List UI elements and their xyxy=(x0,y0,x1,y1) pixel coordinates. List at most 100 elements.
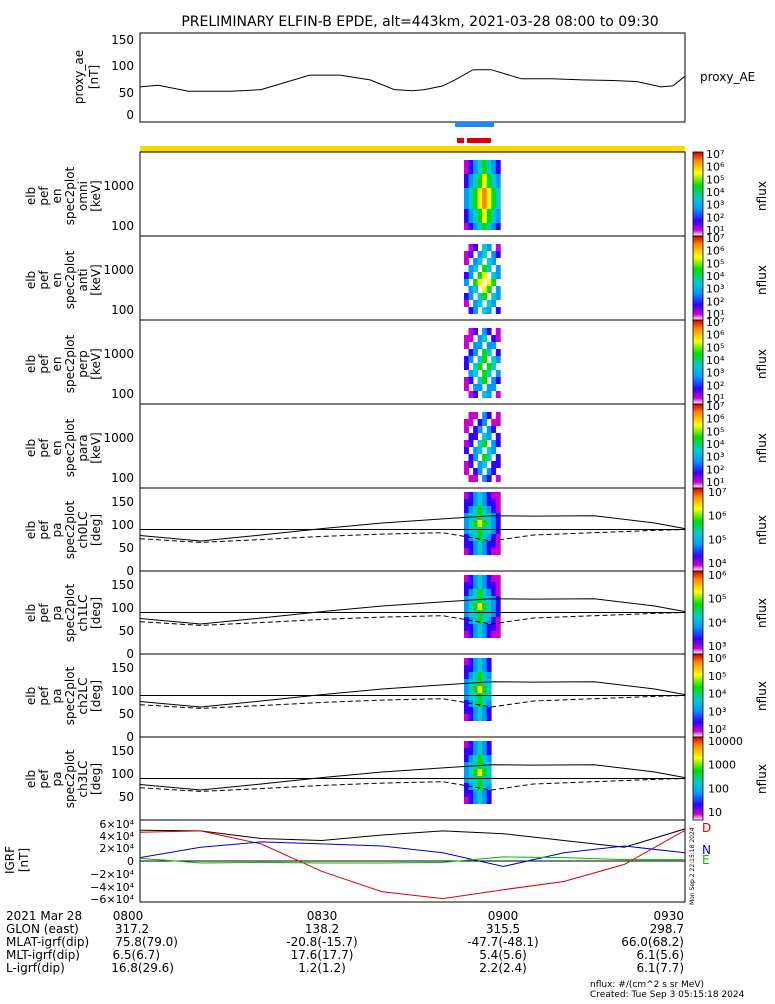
spectra-panel-para: elb pef en spec2plot para [keV] 100010010⁷10⁶1… xyxy=(24,400,769,489)
pa-cell xyxy=(491,492,497,499)
igrf-ytick-m2e4: −2×10⁴ xyxy=(90,868,134,881)
spectra-cell xyxy=(477,377,483,384)
spectra-cell xyxy=(473,370,478,377)
igrf-total-line xyxy=(139,828,686,848)
spectra-cell xyxy=(468,209,474,216)
pa-cell xyxy=(468,513,474,520)
spectra-cell xyxy=(495,412,501,419)
pa-cell xyxy=(473,631,478,638)
spectra-cell xyxy=(495,195,501,202)
spectra-cell xyxy=(464,167,469,174)
pa-cell xyxy=(486,665,492,672)
spectra-cell xyxy=(473,300,478,307)
spectra-cell xyxy=(482,475,487,482)
spectra-cell xyxy=(482,265,487,272)
pa-cell xyxy=(468,582,474,589)
pa-ytick: 100 xyxy=(111,767,134,781)
pa-cell xyxy=(464,707,469,714)
footer-glon-0830: 138.2 xyxy=(305,922,339,936)
pa-cell xyxy=(477,520,483,527)
data-coverage-bar-yellow xyxy=(140,146,685,152)
spectra-cell xyxy=(477,384,483,391)
spectra-cell xyxy=(495,265,501,272)
spectra-cell xyxy=(482,272,487,279)
spectra-cell xyxy=(486,258,492,265)
pa-cbar-tick: 10⁶ xyxy=(708,652,727,665)
spectra-cell xyxy=(477,258,483,265)
footer-mlat-0900: -47.7(-48.1) xyxy=(467,935,538,949)
pa-cell xyxy=(464,762,469,769)
pa-cell xyxy=(473,714,478,721)
spectra-cell xyxy=(482,202,487,209)
pa-cell xyxy=(477,658,483,665)
spectra-cell xyxy=(473,216,478,223)
spectra-cbar-tick: 10³ xyxy=(706,367,724,380)
pa-cell xyxy=(468,748,474,755)
pa-cell xyxy=(477,714,483,721)
pa-cell xyxy=(486,596,492,603)
ae-ytick-100: 100 xyxy=(111,59,134,73)
spectra-ylabel: spec2plot xyxy=(63,166,77,225)
pa-cell xyxy=(482,755,487,762)
spectra-cbar-label: nflux xyxy=(755,265,769,295)
spectra-cell xyxy=(486,426,492,433)
pa-cell xyxy=(477,534,483,541)
spectra-cell xyxy=(486,223,492,230)
spectra-cell xyxy=(495,440,501,447)
pa-cell xyxy=(464,769,469,776)
pa-cell xyxy=(468,672,474,679)
spectra-cell xyxy=(486,454,492,461)
plot-title: PRELIMINARY ELFIN-B EPDE, alt=443km, 202… xyxy=(181,14,658,30)
pa-cell xyxy=(477,527,483,534)
spectra-cell xyxy=(495,160,501,167)
spectra-cbar-tick: 10² xyxy=(706,295,724,308)
pa-cell xyxy=(486,582,492,589)
pa-cell xyxy=(482,693,487,700)
pa-cell xyxy=(482,520,487,527)
spectra-cell xyxy=(491,426,497,433)
spectra-ylabel: perp xyxy=(76,350,90,378)
spectra-frame xyxy=(139,235,686,321)
pa-cell xyxy=(482,527,487,534)
spectra-cell xyxy=(473,475,478,482)
spectra-cell xyxy=(477,468,483,475)
pa-cell xyxy=(464,596,469,603)
pa-cell xyxy=(491,610,497,617)
pa-cell xyxy=(473,548,478,555)
spectra-cell xyxy=(477,293,483,300)
spectra-cell xyxy=(477,223,483,230)
spectra-cell xyxy=(486,195,492,202)
spectra-cell xyxy=(495,370,501,377)
spectra-cell xyxy=(464,279,469,286)
spectra-cell xyxy=(473,426,478,433)
pa-cell xyxy=(482,783,487,790)
pa-cell xyxy=(464,582,469,589)
spectra-cbar-tick: 10² xyxy=(706,379,724,392)
spectra-cell xyxy=(491,202,497,209)
pa-cell xyxy=(495,492,501,499)
pa-cell xyxy=(482,741,487,748)
spectra-cell xyxy=(495,223,501,230)
pa-cell xyxy=(473,748,478,755)
spectra-cell xyxy=(482,419,487,426)
spectra-panel-anti: elb pef en spec2plot anti [keV] 100010010⁷10⁶1… xyxy=(24,232,769,321)
spectra-colorbar xyxy=(692,235,704,321)
spectra-cell xyxy=(464,181,469,188)
spectra-cell xyxy=(468,335,474,342)
pa-cell xyxy=(468,541,474,548)
footer-mlat-0800: 75.8(79.0) xyxy=(115,935,178,949)
pa-cbar-tick: 10000 xyxy=(708,735,743,748)
pa-cell xyxy=(477,790,483,797)
spectra-cbar-tick: 10⁷ xyxy=(706,400,724,413)
pa-cell xyxy=(477,686,483,693)
pa-cell xyxy=(473,492,478,499)
spectra-cell xyxy=(486,328,492,335)
spectra-cell xyxy=(486,160,492,167)
spectra-cbar-tick: 10⁴ xyxy=(706,438,725,451)
pa-cell xyxy=(473,582,478,589)
pa-cbar-tick: 10⁷ xyxy=(708,486,726,499)
spectra-cell xyxy=(482,251,487,258)
pa-colorbar xyxy=(692,653,704,738)
spectra-cell xyxy=(477,216,483,223)
spectra-cell xyxy=(482,307,487,314)
